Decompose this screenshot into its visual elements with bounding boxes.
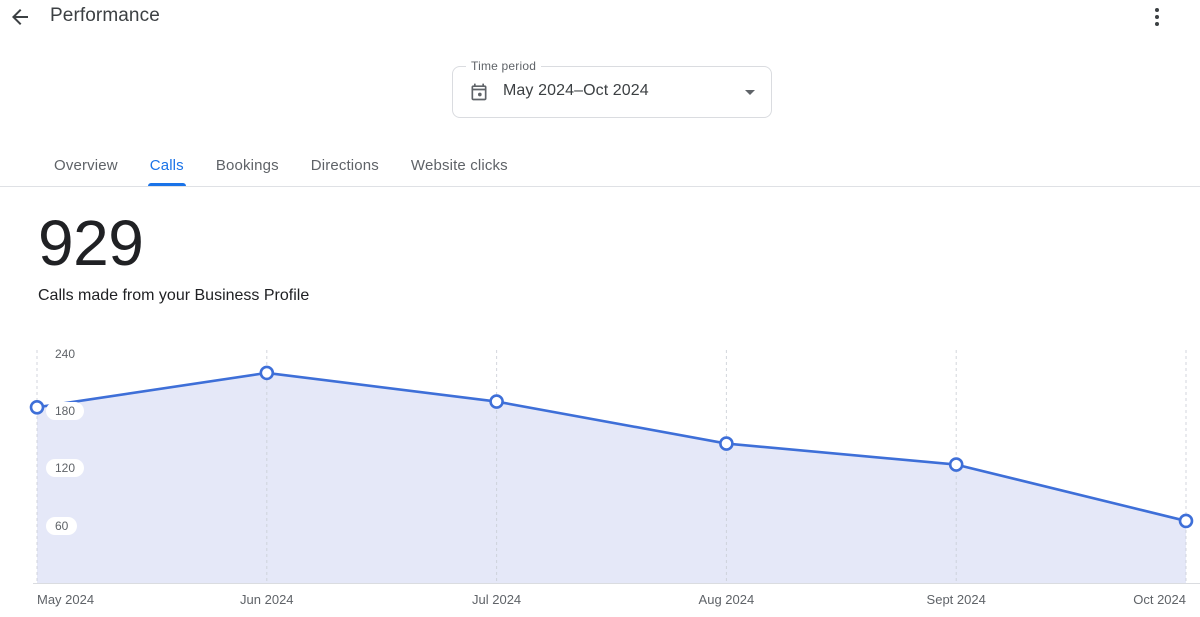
calendar-icon [469,82,489,102]
calls-line-chart: 60 120 180 240 May 2024 Jun 2024 Jul 2024 Aug … [0,344,1200,615]
tab-website-clicks[interactable]: Website clicks [395,145,524,186]
tabs: Overview Calls Bookings Directions Websi… [38,145,524,186]
y-axis-label: 240 [46,344,85,363]
data-point-4[interactable] [948,457,964,472]
back-button[interactable] [8,5,32,29]
x-axis-label: Jun 2024 [240,592,294,607]
tab-calls[interactable]: Calls [134,145,200,186]
metric-value: 929 [38,207,144,279]
area-fill [37,372,1186,583]
tab-directions[interactable]: Directions [295,145,395,186]
x-axis-label: Jul 2024 [472,592,522,607]
tab-bookings[interactable]: Bookings [200,145,295,186]
tab-overview[interactable]: Overview [38,145,134,186]
metric-description: Calls made from your Business Profile [38,287,310,304]
data-point-5[interactable] [1178,513,1194,529]
data-point-1[interactable] [259,365,275,381]
page-title: Performance [50,5,160,26]
time-period-select[interactable]: Time period May 2024–Oct 2024 [452,59,772,118]
y-axis-label: 60 [46,516,78,535]
data-point-2[interactable] [489,394,504,409]
x-axis-label: Sept 2024 [926,592,986,607]
y-axis-label: 120 [46,459,85,478]
time-period-label: Time period [466,59,542,73]
data-point-3[interactable] [719,436,734,451]
x-axis-label: Oct 2024 [1133,592,1186,607]
dropdown-arrow-icon [745,90,755,95]
arrow-back-icon [12,9,28,25]
y-axis-label: 180 [46,402,85,421]
x-axis-label: Aug 2024 [698,592,755,607]
tabs-divider [0,186,1200,187]
x-axis-label: May 2024 [37,592,95,607]
trend-line [36,371,1187,523]
data-point-0[interactable] [29,399,45,415]
more-options-button[interactable] [1145,5,1169,29]
line-chart-svg [29,350,1200,584]
time-period-value: May 2024–Oct 2024 [503,82,649,99]
more-vert-icon [1155,8,1159,26]
